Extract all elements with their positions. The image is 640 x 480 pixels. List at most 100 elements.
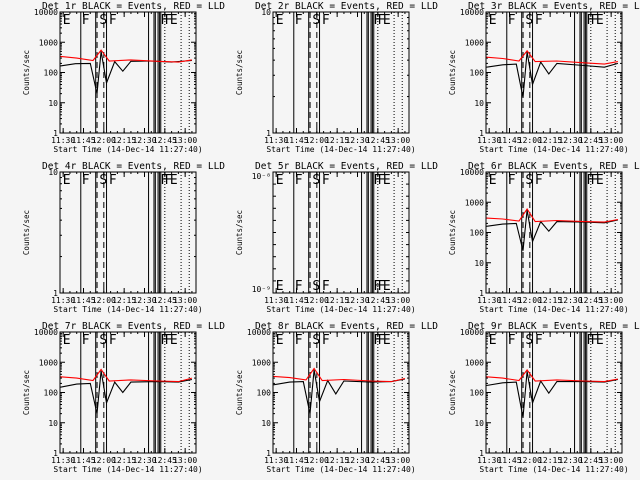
x-axis-label: Start Time (14-Dec-14 11:27:40) [53,145,202,154]
x-tick-label: 12:15 [112,296,136,305]
x-tick-label: 12:30 [345,136,369,145]
plot-frame [272,11,410,134]
flag-label: E [276,333,284,348]
x-tick-label: 13:00 [173,136,197,145]
flag-label: S [99,173,107,188]
flag-label: S [525,173,533,188]
x-tick-label: 13:00 [386,136,410,145]
series-line-lld [486,49,619,65]
x-tick-label: 11:45 [284,136,308,145]
flag-label: S [525,13,533,28]
y-tick-label: 10 [474,419,484,428]
flag-label: E [170,333,178,348]
panel-det-8: Det 8r BLACK = Events, RED = LLD 1 10 100 10… [235,321,438,474]
flag-label: E [276,279,284,294]
x-tick-label: 12:00 [92,456,116,465]
x-tick-label: 12:15 [325,296,349,305]
y-tick-label: 1 [266,129,271,138]
y-tick-label: 1 [53,289,58,298]
y-tick-label: 10 [48,99,58,108]
flag-label: F [586,333,594,348]
panel-det-2: Det 2r BLACK = Events, RED = LLD 1 10 Count… [235,1,438,154]
x-tick-label: 11:45 [71,136,95,145]
flag-label: F [322,173,330,188]
y-tick-label: 100 [470,389,485,398]
y-axis-label: Counts/sec [22,210,31,255]
flag-label: F [586,13,594,28]
flag-label: E [489,333,497,348]
panel-det-4: Det 4r BLACK = Events, RED = LLD 1 10 Count… [22,161,225,314]
panel-det-1: Det 1r BLACK = Events, RED = LLD 1 10 100 10… [22,1,225,154]
x-tick-label: 12:45 [153,136,177,145]
x-tick-label: 11:45 [497,456,521,465]
panel-title: Det 3r BLACK = Events, RED = LLD [468,1,640,12]
x-tick-label: 12:45 [366,296,390,305]
flag-label: F [109,173,117,188]
y-tick-label: 1000 [465,358,484,367]
x-tick-label: 11:45 [71,296,95,305]
flag-label: F [109,13,117,28]
panel-det-7: Det 7r BLACK = Events, RED = LLD 1 10 100 10… [22,321,225,474]
flag-label: S [312,13,320,28]
x-tick-label: 11:30 [51,296,75,305]
y-tick-label: 10 [474,259,484,268]
x-tick-label: 11:45 [497,136,521,145]
x-tick-label: 12:15 [325,456,349,465]
x-tick-label: 13:00 [173,456,197,465]
x-tick-label: 11:30 [477,136,501,145]
x-tick-label: 13:00 [599,296,623,305]
y-tick-label: 1 [53,449,58,458]
flag-label: E [383,173,391,188]
y-tick-label: 1000 [39,358,58,367]
series-line-lld [273,367,406,383]
flag-label: F [322,13,330,28]
flag-label: F [164,13,172,28]
y-tick-label: 10000 [34,8,58,17]
flag-label: E [596,173,604,188]
x-tick-label: 13:00 [386,296,410,305]
flag-label: F [322,333,330,348]
flag-label: E [383,13,391,28]
plot-frame [59,171,197,294]
flag-label: S [99,333,107,348]
series-line-events [60,51,192,94]
panel-title: Det 7r BLACK = Events, RED = LLD [42,321,225,332]
x-tick-label: 12:15 [538,296,562,305]
x-tick-label: 13:00 [599,136,623,145]
panel-title: Det 4r BLACK = Events, RED = LLD [42,161,225,172]
x-tick-label: 12:30 [558,296,582,305]
flag-label: F [295,333,303,348]
panel-title: Det 6r BLACK = Events, RED = LLD [468,161,640,172]
flag-label: S [525,333,533,348]
y-tick-label: 1 [479,449,484,458]
x-axis-label: Start Time (14-Dec-14 11:27:40) [53,465,202,474]
x-tick-label: 11:30 [477,296,501,305]
flag-label: F [164,173,172,188]
y-tick-label: 1 [479,129,484,138]
y-tick-label: 10000 [460,8,484,17]
x-axis-label: Start Time (14-Dec-14 11:27:40) [266,465,415,474]
flag-label: F [377,279,385,294]
y-axis-label: Counts/sec [22,370,31,415]
flag-label: F [590,333,598,348]
x-axis-label: Start Time (14-Dec-14 11:27:40) [266,145,415,154]
flag-label: F [590,173,598,188]
x-tick-label: 11:45 [71,456,95,465]
y-tick-label: 10 [261,8,271,17]
x-tick-label: 13:00 [386,456,410,465]
flag-label: S [312,279,320,294]
x-tick-label: 12:30 [132,136,156,145]
flag-label: F [164,333,172,348]
x-tick-label: 11:45 [284,456,308,465]
flag-label: E [596,333,604,348]
flag-label: F [535,13,543,28]
flag-label: E [63,13,71,28]
flag-label: S [312,173,320,188]
y-tick-label: 10⁻⁸ [252,172,271,181]
series-line-events [273,369,406,414]
y-tick-label: 1 [266,449,271,458]
series-line-events [486,371,619,418]
x-tick-label: 12:30 [345,456,369,465]
flag-label: F [373,333,381,348]
y-tick-label: 10 [48,168,58,177]
